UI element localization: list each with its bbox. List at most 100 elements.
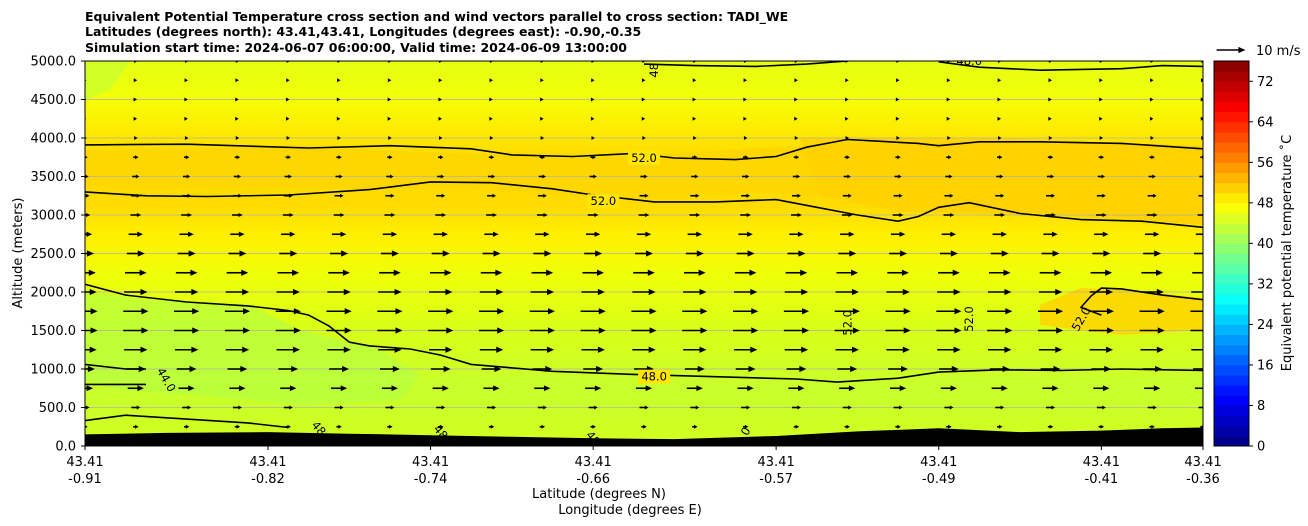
- wind-vector-head: [185, 155, 190, 160]
- colorbar-segment: [1214, 91, 1249, 103]
- wind-vector-head: [1106, 308, 1114, 315]
- shade-patches: [85, 61, 1203, 405]
- wind-vector-head: [1200, 116, 1203, 121]
- wind-vector: [1046, 193, 1056, 198]
- wind-vector: [687, 231, 703, 237]
- wind-vector: [743, 116, 747, 121]
- wind-vector: [1147, 193, 1157, 198]
- wind-vector: [946, 116, 951, 121]
- wind-vector-head: [903, 327, 911, 334]
- colorbar-segment: [1214, 344, 1249, 356]
- wind-vector: [484, 231, 499, 237]
- wind-vector: [842, 405, 852, 410]
- wind-vector-head: [850, 365, 858, 373]
- wind-vector: [741, 193, 751, 198]
- wind-vector: [85, 327, 98, 334]
- wind-vector: [991, 385, 1008, 392]
- wind-vector-head: [239, 250, 247, 257]
- wind-vector: [885, 308, 911, 315]
- wind-vector-head: [339, 405, 344, 410]
- wind-vector: [997, 97, 1001, 102]
- wind-vector-head: [1155, 365, 1163, 373]
- colorbar-segment: [1214, 324, 1249, 336]
- wind-vector: [489, 97, 493, 102]
- wind-vector: [175, 269, 198, 276]
- wind-vector: [845, 136, 850, 140]
- wind-vector: [1149, 116, 1154, 121]
- wind-vector: [1090, 269, 1113, 276]
- wind-vector: [328, 269, 350, 276]
- chart-title-line-3: Simulation start time: 2024-06-07 06:00:…: [85, 40, 627, 55]
- wind-vector: [1048, 78, 1052, 83]
- contour-label: 52.0: [591, 194, 617, 208]
- wind-vector-head: [896, 136, 900, 140]
- wind-vector: [281, 231, 296, 237]
- wind-vector: [337, 136, 341, 140]
- wind-vector: [794, 97, 798, 102]
- wind-vector: [590, 97, 595, 102]
- wind-vector: [334, 405, 344, 410]
- contour-label: 48.0: [956, 54, 982, 68]
- wind-vector-head: [135, 424, 139, 429]
- wind-vector: [1099, 116, 1103, 121]
- wind-vector-head: [1001, 250, 1009, 257]
- wind-vector-head: [440, 174, 445, 179]
- wind-vector-head: [743, 78, 748, 83]
- wind-vector-head: [441, 405, 446, 410]
- wind-vector-head: [292, 288, 300, 296]
- wind-vector: [531, 269, 554, 276]
- wind-vector: [733, 327, 759, 334]
- wind-vector-head: [438, 97, 442, 102]
- wind-vector: [791, 405, 801, 410]
- wind-vector: [893, 405, 903, 410]
- wind-vector-head: [184, 78, 189, 83]
- wind-vector-head: [1156, 346, 1164, 353]
- wind-vector: [1149, 97, 1154, 102]
- wind-vector-head: [748, 365, 756, 373]
- wind-vector: [174, 327, 200, 334]
- wind-vector-head: [794, 116, 798, 121]
- wind-vector: [581, 346, 605, 353]
- colorbar-segment: [1214, 294, 1249, 305]
- y-tick-label: 2000.0: [31, 286, 77, 301]
- wind-vector: [1043, 231, 1058, 237]
- wind-vector: [1037, 327, 1064, 334]
- wind-vector: [1092, 250, 1111, 257]
- wind-vector: [936, 327, 962, 334]
- wind-vector: [641, 116, 646, 121]
- cool-patch-top: [85, 61, 130, 100]
- wind-vector-head: [794, 97, 798, 102]
- wind-vector: [224, 327, 251, 334]
- wind-vector-head: [292, 269, 300, 276]
- wind-vector: [381, 385, 399, 392]
- wind-vector-head: [444, 269, 452, 276]
- wind-vector: [1048, 136, 1053, 140]
- wind-vector: [1150, 78, 1154, 83]
- wind-vector-head: [647, 269, 655, 276]
- wind-vector: [892, 213, 904, 217]
- wind-vector-head: [90, 327, 98, 334]
- wind-vector-head: [191, 346, 199, 353]
- wind-vector: [429, 288, 453, 296]
- wind-vector-head: [338, 424, 342, 429]
- wind-vector-head: [597, 346, 605, 353]
- wind-vector-head: [1151, 424, 1155, 429]
- wind-vector: [791, 193, 801, 198]
- wind-vector-head: [1053, 365, 1061, 373]
- colorbar-segment: [1214, 435, 1249, 447]
- wind-vector: [133, 97, 138, 102]
- wind-vector: [1141, 269, 1163, 276]
- wind-vector: [631, 327, 657, 334]
- wind-vector: [944, 193, 954, 198]
- wind-vector: [889, 250, 908, 257]
- wind-vector: [183, 174, 191, 179]
- wind-vector: [844, 424, 850, 429]
- wind-vector-head: [897, 424, 901, 429]
- wind-vector: [896, 136, 900, 140]
- wind-vector: [943, 213, 955, 217]
- wind-vector: [489, 136, 494, 140]
- contour-line-52: [85, 181, 1203, 229]
- wind-vector: [845, 78, 849, 83]
